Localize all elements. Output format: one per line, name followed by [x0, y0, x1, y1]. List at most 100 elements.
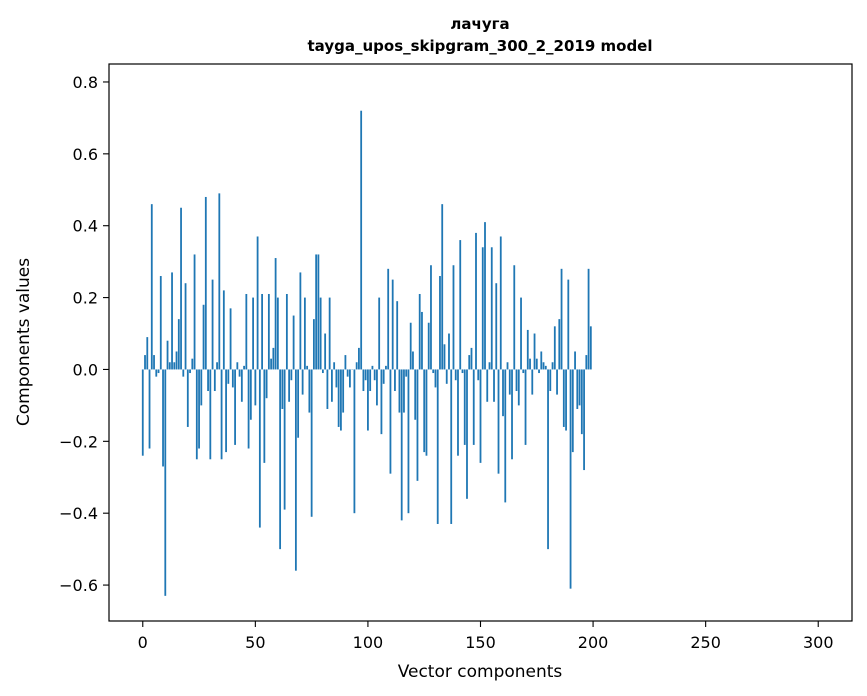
bar — [312, 319, 315, 370]
bar — [283, 369, 286, 510]
bar — [511, 369, 513, 460]
bar — [389, 369, 392, 474]
bar — [236, 362, 239, 370]
bar — [407, 369, 410, 514]
bar — [331, 369, 333, 402]
bar — [560, 268, 563, 370]
bar — [502, 369, 504, 417]
bars-group — [141, 110, 592, 596]
bar — [481, 247, 484, 370]
bar — [247, 369, 250, 449]
bar — [157, 369, 160, 374]
y-axis-label: Components values — [14, 258, 34, 426]
bar — [166, 340, 169, 370]
bar — [267, 293, 270, 370]
bar — [378, 297, 381, 370]
bar — [254, 369, 257, 406]
bar — [385, 365, 387, 370]
x-tick-label: 200 — [578, 633, 609, 652]
bar — [531, 369, 534, 395]
bar — [432, 369, 435, 374]
x-tick-label: 0 — [138, 633, 148, 652]
bar — [529, 358, 531, 370]
bar — [524, 369, 527, 445]
bar — [535, 358, 538, 370]
bar — [299, 272, 302, 370]
bar — [425, 369, 428, 456]
bar — [180, 207, 182, 370]
bar — [472, 369, 475, 445]
bar — [315, 254, 318, 370]
bar — [292, 315, 295, 370]
bar — [382, 369, 385, 384]
bar — [263, 369, 266, 463]
bar — [589, 326, 592, 370]
bar — [238, 369, 241, 377]
x-axis-label: Vector components — [398, 662, 563, 682]
bar — [452, 265, 455, 370]
bar — [362, 369, 365, 392]
bar — [177, 319, 180, 370]
bar — [520, 297, 522, 370]
bar — [544, 365, 547, 370]
bar — [261, 293, 263, 370]
bar — [294, 369, 297, 571]
bar — [466, 369, 468, 499]
bar — [150, 204, 153, 370]
plot-frame — [108, 63, 853, 622]
y-tick-label: −0.6 — [59, 576, 98, 595]
bar — [216, 362, 218, 370]
bar — [317, 254, 320, 370]
bar — [146, 337, 149, 370]
bar — [538, 369, 540, 374]
bar — [459, 240, 462, 370]
bar — [168, 362, 171, 370]
bar — [200, 369, 203, 406]
bar — [328, 297, 331, 370]
bar — [321, 369, 324, 374]
bar — [186, 369, 189, 427]
bar — [258, 369, 261, 528]
y-tick-label: 0.6 — [73, 145, 98, 164]
bar — [335, 369, 338, 388]
bar — [324, 333, 327, 370]
bar — [479, 369, 482, 463]
bar — [562, 369, 565, 427]
bar — [398, 369, 401, 413]
bar — [360, 110, 363, 370]
bar — [204, 196, 207, 370]
bar — [412, 351, 414, 370]
bar — [218, 193, 221, 370]
x-tick-label: 150 — [465, 633, 496, 652]
bar — [418, 293, 421, 370]
bar — [265, 369, 268, 399]
bar — [454, 369, 457, 381]
bar — [475, 232, 477, 370]
bar — [346, 369, 349, 377]
bar — [213, 369, 216, 392]
bar — [371, 365, 374, 370]
bar — [574, 351, 576, 370]
y-axis-ticks: −0.6 −0.4 −0.2 0.0 0.2 0.4 0.6 0.8 — [59, 73, 109, 595]
bar — [310, 369, 313, 517]
bar — [297, 369, 300, 438]
bar — [403, 369, 405, 413]
bar — [308, 369, 311, 413]
bar — [547, 369, 549, 550]
bar — [198, 369, 200, 449]
bar — [556, 369, 558, 395]
bar — [522, 369, 525, 374]
bar — [306, 365, 309, 370]
bar — [193, 254, 196, 370]
bar — [373, 369, 376, 381]
x-tick-label: 100 — [353, 633, 384, 652]
bar — [229, 308, 232, 370]
bar — [583, 369, 585, 471]
x-tick-label: 250 — [690, 633, 721, 652]
bar — [326, 369, 329, 409]
bar — [270, 358, 273, 370]
bar — [434, 369, 437, 388]
x-axis-ticks: 0 50 100 150 200 250 300 — [138, 621, 834, 652]
bar — [468, 355, 471, 370]
